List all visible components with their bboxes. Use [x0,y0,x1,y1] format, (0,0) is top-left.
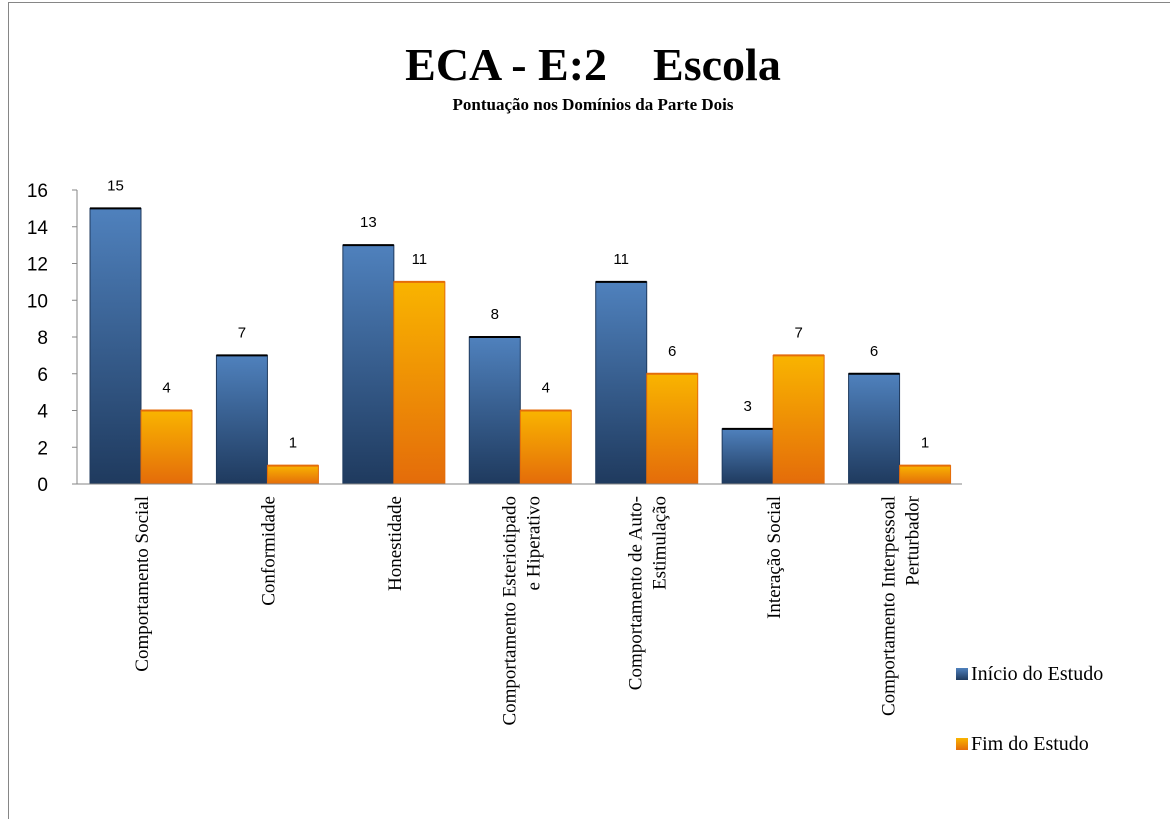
bar-fim [772,354,825,485]
y-tick-label: 0 [37,475,48,496]
bar-fim [519,410,572,485]
data-label: 4 [162,380,170,397]
x-tick-label: Conformidade [258,496,279,606]
legend: Início do Estudo Fim do Estudo [956,663,1103,755]
data-label: 11 [613,251,629,268]
bar-inicio [595,281,648,485]
y-axis: 0 2 4 6 8 10 12 14 16 [27,181,78,496]
data-label: 1 [921,435,929,452]
x-tick-label: e Hiperativo [523,496,544,590]
bar-fim [266,465,319,485]
data-label: 6 [870,343,878,360]
bar-inicio [215,354,268,485]
y-tick-label: 6 [37,365,48,386]
legend-label: Fim do Estudo [971,733,1089,755]
x-tick-label: Comportamento Social [132,496,153,672]
y-tick-label: 16 [27,181,48,202]
data-label: 13 [360,214,377,231]
x-tick-label: Honestidade [385,496,406,591]
chart-subtitle: Pontuação nos Domínios da Parte Dois [453,95,734,114]
data-label: 6 [668,343,676,360]
data-label: 15 [107,177,124,194]
y-tick-label: 10 [27,291,48,312]
bar-inicio [342,244,395,485]
data-label: 1 [289,435,297,452]
bar-fim [140,410,193,485]
x-tick-label: Interação Social [764,496,785,619]
data-label: 7 [238,324,246,341]
x-tick-label: Comportamento Esteriotipado [499,496,520,726]
legend-swatch [956,738,968,750]
data-label: 7 [794,324,802,341]
legend-swatch [956,668,968,680]
y-tick-label: 4 [37,402,48,423]
bar-fim [393,281,446,485]
bar-inicio [848,373,901,485]
bar-inicio [89,207,142,485]
bar-fim [646,373,699,485]
x-tick-label: Comportamento Interpessoal [879,496,900,716]
y-tick-label: 8 [37,328,48,349]
y-tick-label: 2 [37,438,48,459]
data-label: 3 [743,398,751,415]
x-axis: Comportamento Social Conformidade Honestid… [77,483,962,726]
bar-inicio [468,336,521,485]
legend-label: Início do Estudo [971,663,1103,685]
data-labels: 15 4 7 1 13 11 8 4 11 6 3 7 6 1 [107,177,929,451]
chart-frame [8,2,1170,819]
x-tick-label: Perturbador [903,495,924,585]
y-tick-label: 12 [27,255,48,276]
chart-title: ECA - E:2 Escola [405,39,781,90]
bar-fim [899,465,952,485]
data-label: 4 [542,380,550,397]
data-label: 11 [412,251,428,268]
data-label: 8 [491,306,499,323]
bars [89,207,952,485]
x-tick-label: Comportamento de Auto- [626,496,647,690]
bar-inicio [721,428,774,485]
y-tick-label: 14 [27,218,49,239]
x-tick-label: Estimulação [650,496,671,590]
